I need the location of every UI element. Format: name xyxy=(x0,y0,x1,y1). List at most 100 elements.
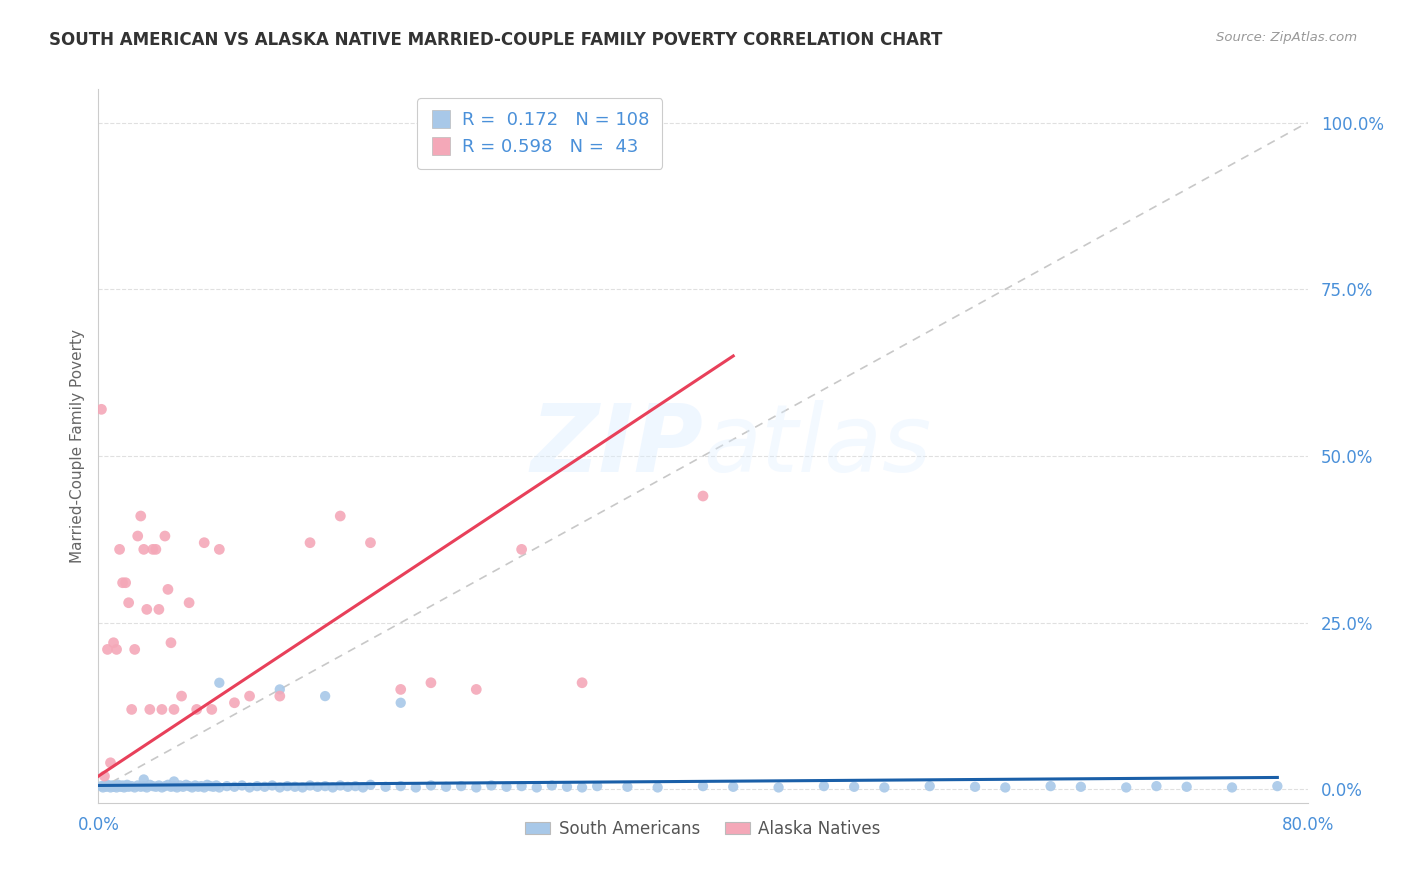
Point xyxy=(118,596,141,610)
Point xyxy=(193,535,215,549)
Point xyxy=(299,535,322,549)
Point xyxy=(205,779,228,793)
Point xyxy=(389,779,412,793)
Point xyxy=(307,780,329,794)
Point xyxy=(1039,779,1062,793)
Point xyxy=(139,778,162,792)
Point xyxy=(246,779,269,793)
Point xyxy=(129,509,152,524)
Point xyxy=(269,689,291,703)
Point xyxy=(276,779,298,793)
Point xyxy=(166,780,188,795)
Point xyxy=(163,774,186,789)
Point xyxy=(965,780,987,794)
Point xyxy=(163,702,186,716)
Point xyxy=(224,780,246,794)
Point xyxy=(692,779,714,793)
Point xyxy=(540,779,562,793)
Point xyxy=(994,780,1017,795)
Point xyxy=(420,675,443,690)
Point xyxy=(374,780,396,794)
Point xyxy=(344,779,367,793)
Point xyxy=(90,402,112,417)
Point xyxy=(208,542,231,557)
Point xyxy=(114,779,136,793)
Point xyxy=(150,702,173,716)
Point xyxy=(186,702,208,716)
Point xyxy=(172,780,194,794)
Point xyxy=(110,780,132,794)
Point xyxy=(526,780,548,795)
Point xyxy=(108,542,131,557)
Point xyxy=(93,779,115,793)
Point xyxy=(148,779,170,793)
Point xyxy=(450,779,472,793)
Point xyxy=(153,779,176,793)
Point xyxy=(329,509,352,524)
Point xyxy=(224,696,246,710)
Point xyxy=(121,702,143,716)
Point xyxy=(231,779,253,793)
Point xyxy=(190,779,212,793)
Point xyxy=(360,535,382,549)
Point xyxy=(692,489,714,503)
Point xyxy=(96,778,118,792)
Point xyxy=(405,780,427,795)
Point xyxy=(269,780,291,795)
Point xyxy=(284,780,307,794)
Point xyxy=(253,780,276,794)
Point xyxy=(124,642,146,657)
Point xyxy=(420,779,443,793)
Point xyxy=(322,780,344,795)
Point xyxy=(156,582,179,597)
Point xyxy=(844,780,866,794)
Text: atlas: atlas xyxy=(703,401,931,491)
Point xyxy=(127,779,149,793)
Point xyxy=(1144,779,1167,793)
Point xyxy=(239,780,262,795)
Point xyxy=(314,779,336,793)
Point xyxy=(132,542,155,557)
Point xyxy=(208,675,231,690)
Point xyxy=(336,780,359,794)
Point xyxy=(510,542,533,557)
Point xyxy=(1175,780,1198,794)
Point xyxy=(1070,780,1092,794)
Point xyxy=(193,780,215,795)
Point xyxy=(813,779,835,793)
Point xyxy=(723,780,745,794)
Point xyxy=(170,689,193,703)
Point xyxy=(1115,780,1137,795)
Point xyxy=(169,779,191,793)
Point xyxy=(90,779,112,793)
Point xyxy=(481,779,503,793)
Text: SOUTH AMERICAN VS ALASKA NATIVE MARRIED-COUPLE FAMILY POVERTY CORRELATION CHART: SOUTH AMERICAN VS ALASKA NATIVE MARRIED-… xyxy=(49,31,942,49)
Point xyxy=(195,778,218,792)
Point xyxy=(314,689,336,703)
Point xyxy=(299,779,322,793)
Point xyxy=(112,780,135,795)
Point xyxy=(434,780,457,794)
Point xyxy=(108,779,131,793)
Point xyxy=(124,780,146,795)
Point xyxy=(118,780,141,794)
Point xyxy=(127,529,149,543)
Point xyxy=(105,642,128,657)
Point xyxy=(105,780,128,795)
Point xyxy=(174,778,197,792)
Point xyxy=(91,780,114,795)
Legend: South Americans, Alaska Natives: South Americans, Alaska Natives xyxy=(519,814,887,845)
Point xyxy=(465,682,488,697)
Point xyxy=(145,780,167,794)
Point xyxy=(111,575,134,590)
Point xyxy=(121,779,143,793)
Point xyxy=(150,780,173,795)
Point xyxy=(495,780,517,794)
Point xyxy=(96,642,118,657)
Point xyxy=(139,702,162,716)
Point xyxy=(616,780,638,794)
Point xyxy=(114,575,136,590)
Point xyxy=(555,780,578,794)
Point xyxy=(103,780,125,794)
Point xyxy=(107,778,129,792)
